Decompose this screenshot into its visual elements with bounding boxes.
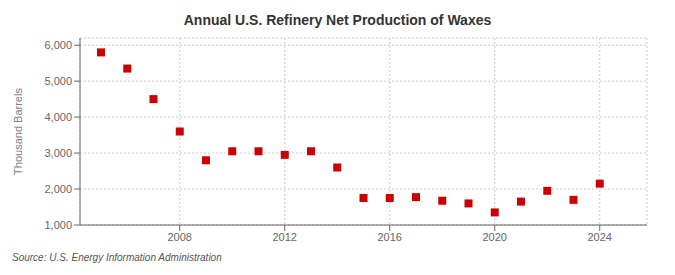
svg-text:2,000: 2,000 (44, 183, 72, 195)
svg-text:5,000: 5,000 (44, 75, 72, 87)
svg-text:4,000: 4,000 (44, 111, 72, 123)
svg-text:3,000: 3,000 (44, 147, 72, 159)
svg-text:2020: 2020 (483, 231, 507, 243)
svg-text:2012: 2012 (273, 231, 297, 243)
svg-text:2008: 2008 (168, 231, 192, 243)
html-text:Source: U.S. Energy Informatio: Source: U.S. Energy Information Administ… (12, 252, 222, 263)
svg-text:2024: 2024 (588, 231, 612, 243)
html-text:Annual U.S. Refinery Net Produ: Annual U.S. Refinery Net Production of W… (183, 12, 492, 28)
svg-text:2016: 2016 (378, 231, 402, 243)
svg-text:1,000: 1,000 (44, 219, 72, 231)
svg-text:6,000: 6,000 (44, 39, 72, 51)
svg-text:Thousand Barrels: Thousand Barrels (12, 88, 24, 175)
